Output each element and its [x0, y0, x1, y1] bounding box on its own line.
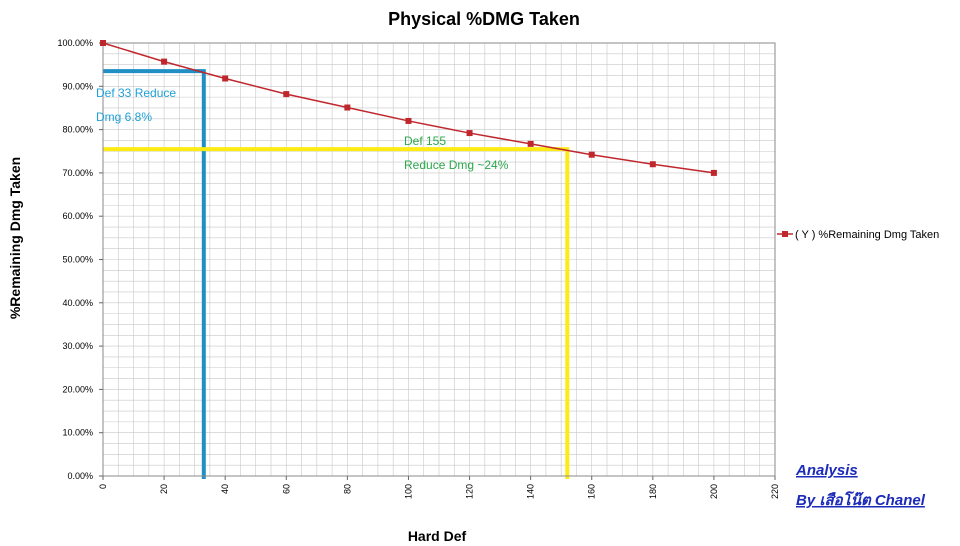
axes: 0.00% 10.00% 20.00% 30.00% 40.00% 50.00% 60.00…: [57, 38, 780, 499]
y-tick-label: 20.00%: [62, 384, 93, 394]
x-tick-label: 0: [98, 484, 108, 489]
x-axis-title: Hard Def: [408, 528, 467, 544]
x-tick-label: 200: [709, 484, 719, 499]
annotation-def155-line2: Reduce Dmg ~24%: [404, 158, 509, 172]
x-tick-label: 180: [648, 484, 658, 499]
y-tick-label: 90.00%: [62, 81, 93, 91]
data-point: [588, 151, 595, 158]
x-tick-label: 20: [159, 484, 169, 494]
y-axis-title: %Remaining Dmg Taken: [7, 157, 23, 319]
data-point: [466, 130, 473, 137]
reference-lines: [103, 69, 570, 479]
grid: [102, 42, 776, 477]
y-tick-label: 10.00%: [62, 428, 93, 438]
data-point: [649, 161, 656, 168]
x-tick-label: 100: [403, 484, 413, 499]
data-point: [527, 140, 534, 147]
y-tick-label: 60.00%: [62, 211, 93, 221]
data-point: [283, 91, 290, 98]
chart-title: Physical %DMG Taken: [388, 9, 580, 29]
x-tick-label: 80: [342, 484, 352, 494]
reference-line-1: [103, 147, 570, 479]
legend-label: ( Y ) %Remaining Dmg Taken: [795, 229, 939, 241]
x-tick-label: 160: [587, 484, 597, 499]
series: [100, 40, 717, 176]
legend: ( Y ) %Remaining Dmg Taken: [777, 229, 939, 241]
legend-marker: [782, 231, 788, 237]
credit-line1: Analysis: [795, 462, 858, 479]
annotation-def33-line1: Def 33 Reduce: [96, 86, 176, 100]
y-tick-label: 80.00%: [62, 125, 93, 135]
data-point: [710, 169, 717, 176]
x-tick-label: 220: [770, 484, 780, 499]
x-tick-label: 60: [281, 484, 291, 494]
y-tick-label: 30.00%: [62, 341, 93, 351]
y-tick-label: 100.00%: [57, 38, 93, 48]
data-point: [222, 75, 229, 82]
annotation-def155-line1: Def 155: [404, 134, 446, 148]
data-point: [405, 117, 412, 124]
y-tick-label: 70.00%: [62, 168, 93, 178]
data-point: [344, 104, 351, 111]
y-tick-label: 0.00%: [67, 471, 93, 481]
y-tick-label: 50.00%: [62, 255, 93, 265]
credit-line2: By เสือโน๊ต Chanel: [796, 490, 926, 509]
annotation-def33-line2: Dmg 6.8%: [96, 110, 152, 124]
reference-line-0: [103, 69, 206, 479]
y-tick-label: 40.00%: [62, 298, 93, 308]
data-point: [161, 58, 168, 65]
x-tick-label: 40: [220, 484, 230, 494]
x-tick-label: 120: [465, 484, 475, 499]
data-point: [100, 40, 106, 46]
x-tick-label: 140: [526, 484, 536, 499]
